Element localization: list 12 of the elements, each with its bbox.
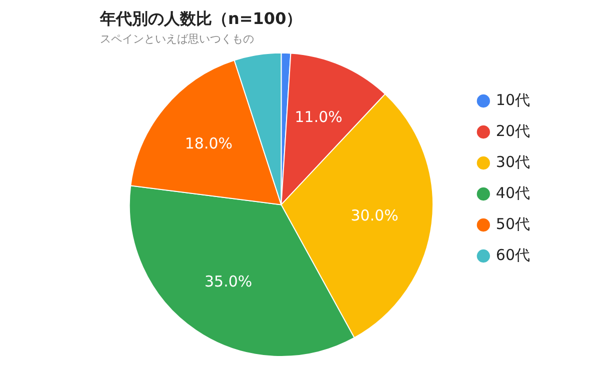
- chart-subtitle: スペインといえば思いつくもの: [100, 32, 254, 46]
- legend-label: 50代: [496, 214, 530, 233]
- legend-label: 40代: [496, 184, 530, 202]
- data-label: 18.0%: [184, 134, 233, 153]
- legend-label: 20代: [496, 122, 530, 140]
- legend-label: 60代: [496, 246, 530, 264]
- data-label: 35.0%: [204, 272, 252, 290]
- data-label: 30.0%: [350, 206, 398, 224]
- legend-label: 10代: [496, 90, 530, 109]
- chart-title: 年代別の人数比（n=100）: [99, 8, 302, 28]
- data-label: 11.0%: [294, 108, 342, 126]
- legend-label: 30代: [496, 152, 530, 171]
